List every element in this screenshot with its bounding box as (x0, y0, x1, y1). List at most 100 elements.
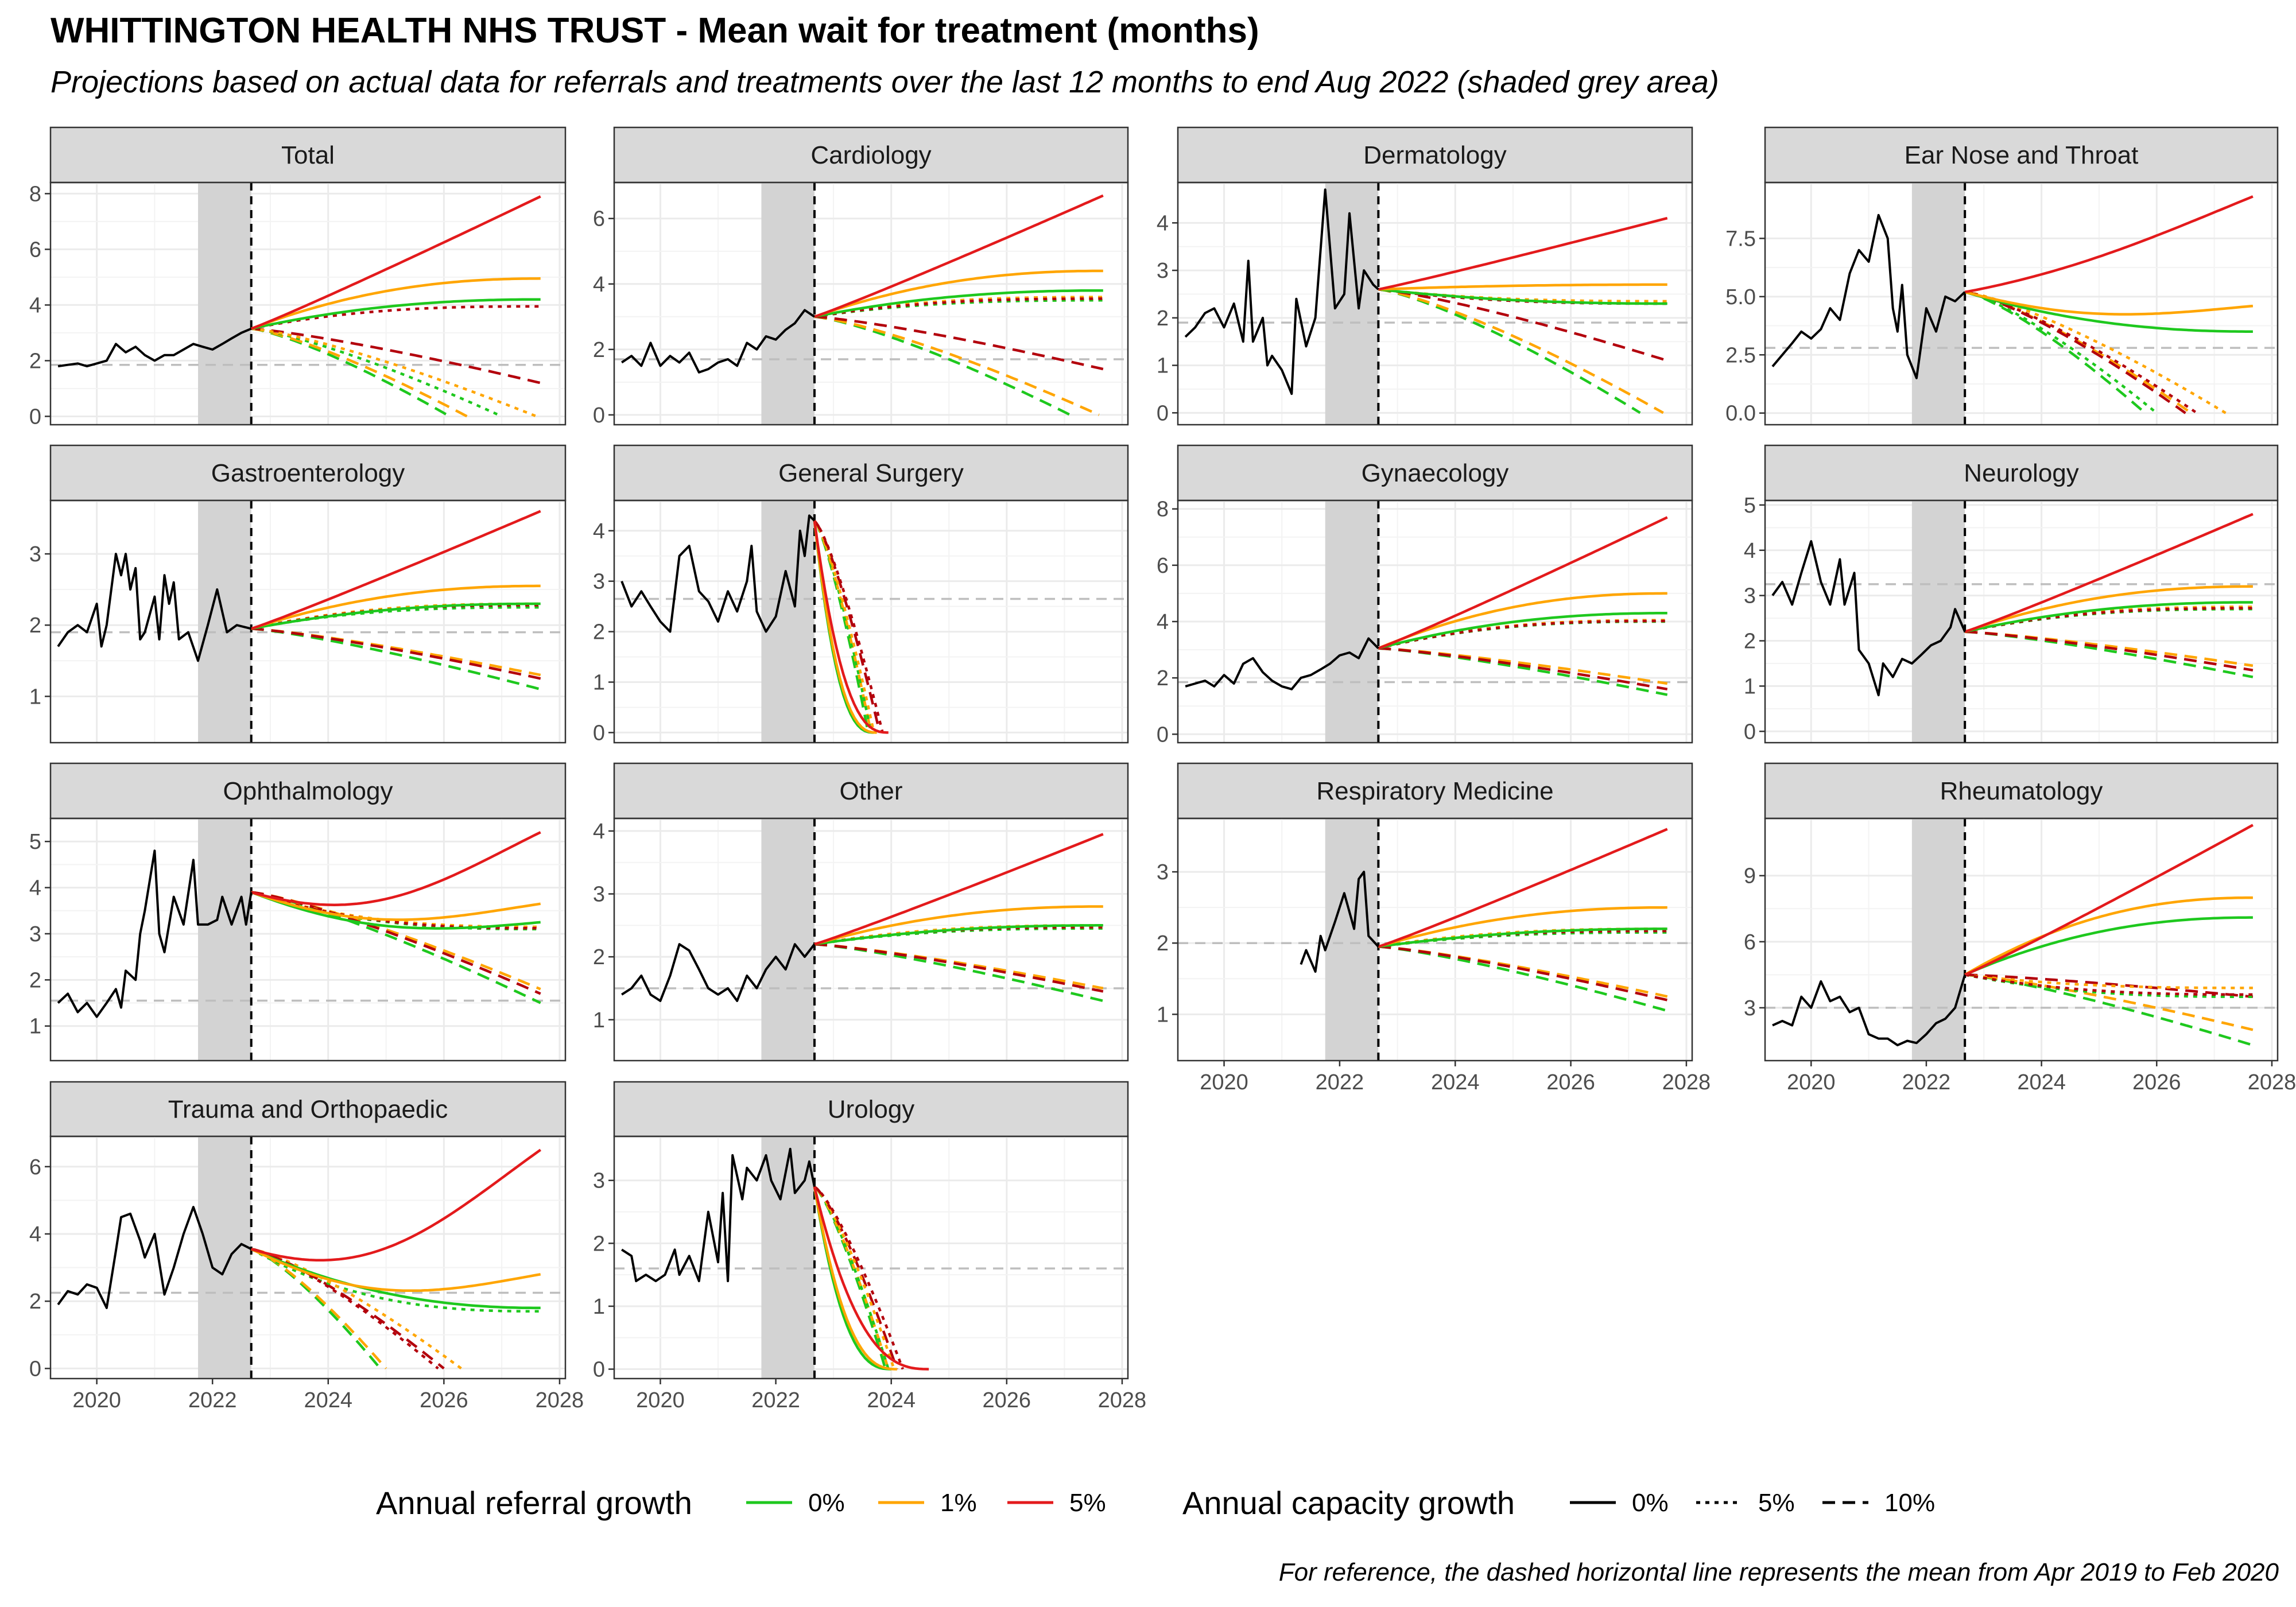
projection-line-g0c10 (814, 315, 1071, 416)
y-tick-label: 2 (593, 945, 605, 969)
x-tick-label: 2028 (2248, 1070, 2296, 1094)
projection-line-g1c0 (250, 277, 541, 330)
strip-label-other: Other (839, 777, 902, 805)
y-tick-label: 0 (29, 1357, 41, 1381)
strip-label-total: Total (281, 141, 335, 169)
projection-line-g5c0 (1378, 216, 1668, 291)
projection-line-g1c0 (1378, 592, 1667, 650)
projection-line-g1c5 (251, 1248, 463, 1370)
projection-line-g0c0 (251, 602, 541, 630)
strip-gynaecology (1177, 444, 1693, 502)
legend-label-referral-1: 1% (940, 1489, 977, 1517)
shaded-period (198, 818, 251, 1061)
projection-line-g5c0 (251, 1148, 542, 1261)
y-tick-label: 8 (29, 182, 41, 206)
legend-title-capacity: Annual capacity growth (1182, 1485, 1515, 1521)
chart-caption: For reference, the dashed horizontal lin… (1278, 1558, 2279, 1586)
panel-border (49, 499, 567, 744)
projection-line-g1c0 (250, 1248, 541, 1292)
y-tick-label: 6 (1157, 554, 1169, 578)
strip-cardiology (613, 126, 1129, 184)
x-tick-label: 2020 (1200, 1070, 1248, 1094)
y-tick-label: 2 (1157, 666, 1169, 690)
x-tick-label: 2020 (636, 1388, 685, 1412)
panel-cardiology: Cardiology 0 2 4 6 (593, 126, 1129, 428)
shaded-period (198, 183, 251, 425)
shaded-period (1911, 183, 1965, 425)
panel-border (1177, 181, 1693, 426)
strip-rheumatology (1764, 762, 2279, 820)
x-tick-label: 2020 (1787, 1070, 1836, 1094)
projection-line-g5c5 (1964, 973, 2253, 996)
panel-border (1764, 499, 2279, 744)
projection-line-g1c5 (1964, 973, 2253, 989)
y-tick-label: 6 (29, 238, 41, 262)
y-tick-label: 2 (29, 349, 41, 373)
projection-line-g0c10 (1378, 288, 1641, 414)
y-tick-label: 3 (1157, 860, 1169, 884)
strip-label-rheumatology: Rheumatology (1940, 777, 2103, 805)
strip-label-dermatology: Dermatology (1363, 141, 1506, 169)
y-tick-label: 6 (29, 1155, 41, 1179)
strip-label-respiratory-medicine: Respiratory Medicine (1316, 777, 1553, 805)
actual-line (1771, 214, 1966, 379)
x-tick-label: 2024 (2017, 1070, 2066, 1094)
projection-line-g5c10 (814, 315, 1104, 371)
x-tick-label: 2022 (1316, 1070, 1364, 1094)
projection-line-g1c10 (813, 520, 872, 733)
projection-line-g1c5 (251, 327, 537, 418)
projection-line-g5c5 (813, 1185, 904, 1370)
y-tick-label: 3 (29, 542, 41, 566)
y-tick-label: 0 (1744, 720, 1756, 744)
panel-other: Other 1 2 3 4 (593, 762, 1129, 1062)
y-tick-label: 5 (29, 830, 41, 854)
y-tick-label: 4 (1157, 610, 1169, 634)
panel-ear-nose-and-throat: Ear Nose and Throat 0.0 2.5 5.0 7.5 (1725, 126, 2279, 426)
projection-line-g1c10 (814, 315, 1100, 416)
y-tick-label: 3 (1744, 996, 1756, 1020)
y-tick-label: 2 (29, 1290, 41, 1314)
y-tick-label: 4 (593, 519, 605, 544)
y-tick-label: 4 (593, 273, 605, 297)
x-tick-label: 2024 (304, 1388, 353, 1412)
y-tick-label: 1 (1157, 1003, 1169, 1027)
chart-title: WHITTINGTON HEALTH NHS TRUST - Mean wait… (51, 11, 1259, 51)
shaded-period (1325, 500, 1379, 743)
projection-line-g1c0 (1378, 283, 1667, 291)
legend-label-capacity-5: 5% (1758, 1489, 1795, 1517)
actual-line (1771, 540, 1967, 697)
actual-line (621, 943, 816, 1002)
x-tick-label: 2028 (1098, 1388, 1147, 1412)
projection-line-g5c5 (251, 1248, 439, 1370)
x-tick-label: 2026 (420, 1388, 468, 1412)
strip-general-surgery (613, 444, 1129, 502)
projection-line-g5c10 (814, 942, 1104, 993)
shaded-period (1911, 818, 1965, 1061)
projection-line-g0c5 (813, 1186, 890, 1370)
strip-label-gastroenterology: Gastroenterology (211, 459, 405, 487)
chart-subtitle: Projections based on actual data for ref… (51, 65, 1719, 99)
strip-dermatology (1177, 126, 1693, 184)
y-tick-label: 2 (593, 338, 605, 362)
y-tick-label: 4 (29, 1222, 41, 1247)
projection-line-g1c0 (814, 269, 1103, 318)
projection-line-g5c5 (251, 891, 541, 930)
y-tick-label: 8 (1157, 498, 1169, 522)
projection-line-g5c0 (1378, 516, 1668, 650)
y-tick-label: 2 (593, 620, 605, 645)
y-tick-label: 5 (1744, 494, 1756, 518)
y-tick-label: 2 (1744, 630, 1756, 654)
y-tick-label: 1 (1744, 674, 1756, 698)
strip-label-neurology: Neurology (1964, 459, 2079, 487)
projection-line-g0c0 (1964, 916, 2253, 976)
strip-label-gynaecology: Gynaecology (1362, 459, 1509, 487)
strip-respiratory-medicine (1177, 762, 1693, 820)
strip-ophthalmology (49, 762, 567, 820)
y-tick-label: 4 (29, 293, 41, 317)
x-tick-label: 2028 (1662, 1070, 1711, 1094)
projection-line-g0c0 (1964, 601, 2253, 633)
y-tick-label: 6 (593, 207, 605, 231)
x-tick-label: 2022 (188, 1388, 237, 1412)
panel-urology: Urology 0 1 2 3 2020 2022 2024 2026 2028 (593, 1081, 1147, 1412)
x-tick-label: 2026 (2132, 1070, 2181, 1094)
